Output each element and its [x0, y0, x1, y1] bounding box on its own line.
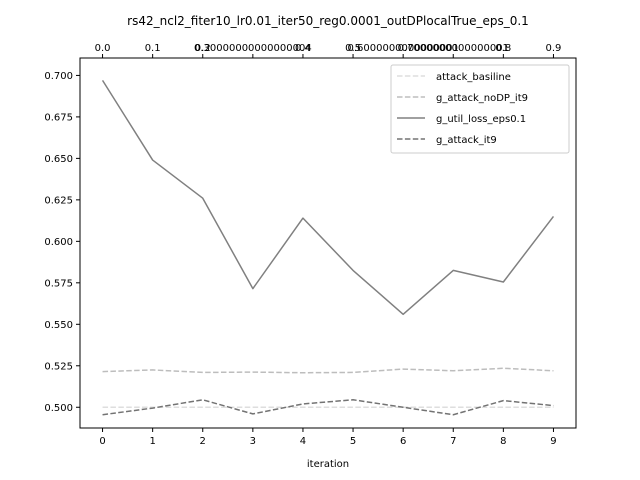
y-tick-label: 0.675 — [44, 112, 73, 123]
x-tick-label: 6 — [400, 436, 406, 447]
legend-label: g_attack_it9 — [436, 135, 497, 146]
chart-title: rs42_ncl2_fiter10_lr0.01_iter50_reg0.000… — [127, 14, 529, 28]
y-tick-label: 0.525 — [44, 361, 73, 372]
y-tick-label: 0.500 — [44, 403, 73, 414]
top-x-tick-label: 0.8 — [495, 43, 511, 54]
y-tick-label: 0.600 — [44, 237, 73, 248]
legend-box — [390, 64, 570, 154]
top-x-tick-label: 0.4 — [295, 43, 311, 54]
y-tick-label: 0.700 — [44, 71, 73, 82]
x-tick-label: 7 — [450, 436, 456, 447]
legend-label: g_attack_noDP_it9 — [436, 93, 528, 104]
legend-label: g_util_loss_eps0.1 — [436, 114, 526, 125]
top-x-tick-label: 0.5 — [345, 43, 361, 54]
x-tick-label: 0 — [99, 436, 105, 447]
x-axis-label: iteration — [307, 459, 349, 470]
y-tick-label: 0.550 — [44, 320, 73, 331]
x-tick-label: 9 — [550, 436, 556, 447]
x-tick-label: 2 — [200, 436, 206, 447]
series-line-3 — [102, 399, 554, 416]
legend-label: attack_basiline — [436, 72, 511, 83]
y-tick-label: 0.625 — [44, 195, 73, 206]
x-tick-label: 3 — [250, 436, 256, 447]
x-tick-label: 5 — [350, 436, 356, 447]
x-tick-label: 4 — [300, 436, 306, 447]
top-x-tick-label: 0.9 — [546, 43, 562, 54]
top-x-tick-label: 0.6000000000000001 — [347, 43, 458, 54]
top-x-tick-label: 0.2 — [195, 43, 211, 54]
series-line-1 — [102, 367, 554, 374]
top-x-tick-label: 0.0 — [95, 43, 111, 54]
top-x-tick-label: 0.30000000000000004 — [194, 43, 312, 54]
legend: attack_basiline g_attack_noDP_it9 g_util_l… — [390, 64, 570, 154]
top-x-tick-label: 0.7000000000000001 — [398, 43, 509, 54]
top-x-tick-label: 0.1 — [145, 43, 161, 54]
series-line-2 — [101, 80, 555, 316]
y-tick-label: 0.650 — [44, 154, 73, 165]
x-tick-label: 1 — [149, 436, 155, 447]
y-tick-label: 0.575 — [44, 278, 73, 289]
x-tick-label: 8 — [500, 436, 506, 447]
